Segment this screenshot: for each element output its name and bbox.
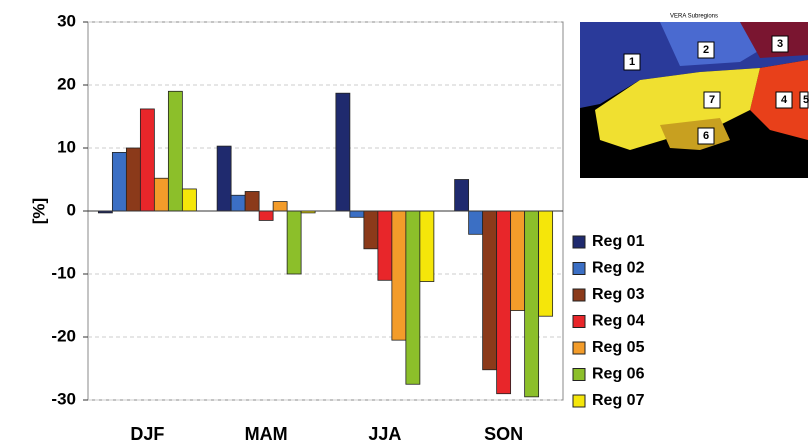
bar bbox=[510, 210, 526, 311]
map-label: 3 bbox=[777, 38, 783, 50]
legend-swatch bbox=[572, 341, 586, 355]
bar bbox=[377, 210, 393, 281]
x-tick-label: MAM bbox=[245, 424, 288, 444]
bar bbox=[363, 210, 379, 250]
bar bbox=[216, 145, 232, 212]
bar bbox=[230, 194, 246, 212]
x-tick-label: JJA bbox=[368, 424, 401, 444]
bar bbox=[419, 210, 435, 282]
map-label-box bbox=[799, 91, 809, 109]
bar bbox=[181, 188, 197, 212]
legend-swatch bbox=[572, 288, 586, 302]
y-tick-label: -20 bbox=[51, 326, 76, 345]
bar bbox=[125, 147, 141, 212]
map-label: 7 bbox=[709, 94, 715, 106]
y-tick-label: 30 bbox=[57, 11, 76, 30]
y-tick-label: 0 bbox=[67, 200, 76, 219]
bar bbox=[167, 90, 183, 212]
legend-swatch bbox=[572, 315, 586, 328]
inset-map: VERA Subregions 1 2 3 4 5 6 7 bbox=[580, 14, 809, 178]
bar bbox=[244, 191, 260, 212]
x-tick-label: SON bbox=[484, 424, 523, 444]
bar bbox=[496, 210, 512, 395]
map-label: 2 bbox=[703, 44, 709, 56]
legend-label: Reg 07 bbox=[592, 392, 645, 409]
map-label-box bbox=[771, 35, 789, 53]
map-region bbox=[595, 68, 760, 150]
map-label: 6 bbox=[703, 130, 709, 142]
bar bbox=[349, 210, 365, 218]
bar bbox=[454, 179, 470, 212]
map-label-box bbox=[697, 41, 715, 59]
map-title: VERA Subregions bbox=[670, 14, 718, 20]
bar bbox=[139, 108, 155, 212]
map-label-box bbox=[623, 53, 641, 71]
bar bbox=[272, 201, 288, 212]
bar bbox=[258, 210, 274, 221]
legend-label: Reg 05 bbox=[592, 339, 645, 356]
bar bbox=[538, 210, 554, 317]
map-label-box bbox=[703, 91, 721, 109]
y-tick-label: 20 bbox=[57, 74, 76, 93]
legend-label: Reg 04 bbox=[592, 313, 645, 330]
bar bbox=[153, 177, 169, 212]
map-label: 4 bbox=[781, 94, 788, 106]
legend-label: Reg 02 bbox=[592, 260, 645, 277]
legend-swatch bbox=[572, 262, 586, 275]
map-label-box bbox=[775, 91, 793, 109]
y-axis-label: [%] bbox=[29, 198, 48, 224]
map-label: 5 bbox=[803, 94, 809, 106]
bar bbox=[524, 210, 540, 398]
y-tick-label: -30 bbox=[51, 389, 76, 408]
legend-swatch bbox=[572, 368, 586, 381]
bar bbox=[111, 152, 127, 212]
bar bbox=[335, 92, 351, 212]
bar bbox=[286, 210, 302, 275]
bar bbox=[468, 210, 484, 235]
legend-label: Reg 03 bbox=[592, 286, 645, 303]
legend-swatch bbox=[572, 235, 586, 249]
bar bbox=[405, 210, 421, 385]
x-tick-label: DJF bbox=[130, 424, 164, 444]
legend-swatch bbox=[572, 394, 586, 408]
y-tick-label: -10 bbox=[51, 263, 76, 282]
bar bbox=[391, 210, 407, 341]
legend-label: Reg 01 bbox=[592, 233, 645, 250]
legend-label: Reg 06 bbox=[592, 366, 645, 383]
bar bbox=[482, 210, 498, 371]
map-label-box bbox=[697, 127, 715, 145]
y-tick-label: 10 bbox=[57, 137, 76, 156]
map-label: 1 bbox=[629, 56, 635, 68]
